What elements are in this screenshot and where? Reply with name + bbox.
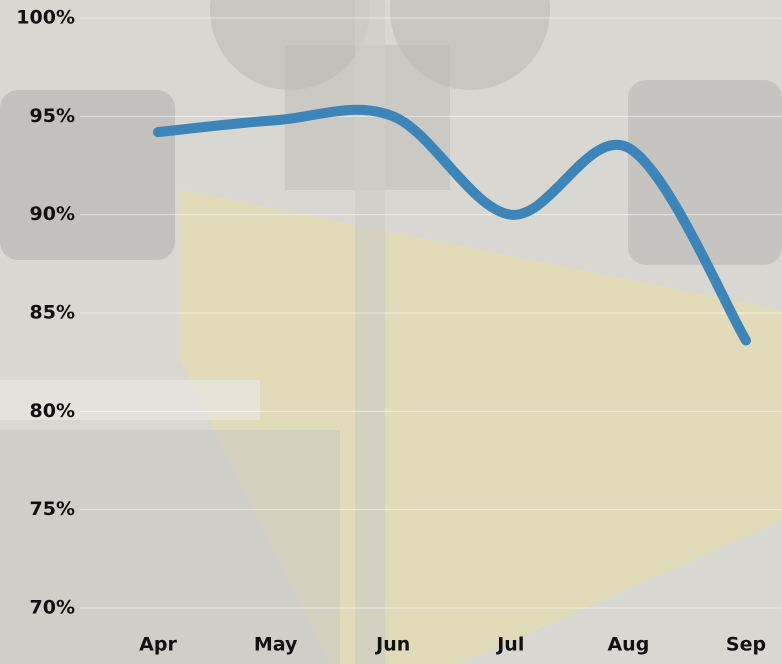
y-tick-label: 85%	[30, 302, 75, 324]
x-tick-label: May	[254, 634, 298, 656]
x-tick-label: Sep	[726, 634, 766, 656]
y-tick-label: 75%	[30, 498, 75, 520]
x-tick-label: Jun	[374, 634, 410, 656]
y-tick-label: 95%	[30, 105, 75, 127]
x-tick-label: Apr	[139, 634, 177, 656]
y-tick-label: 80%	[30, 400, 75, 422]
y-tick-label: 70%	[30, 597, 75, 619]
y-tick-label: 90%	[30, 203, 75, 225]
line	[153, 104, 751, 346]
x-tick-label: Jul	[495, 634, 524, 656]
y-tick-label: 100%	[16, 7, 75, 29]
x-tick-label: Aug	[607, 634, 649, 656]
